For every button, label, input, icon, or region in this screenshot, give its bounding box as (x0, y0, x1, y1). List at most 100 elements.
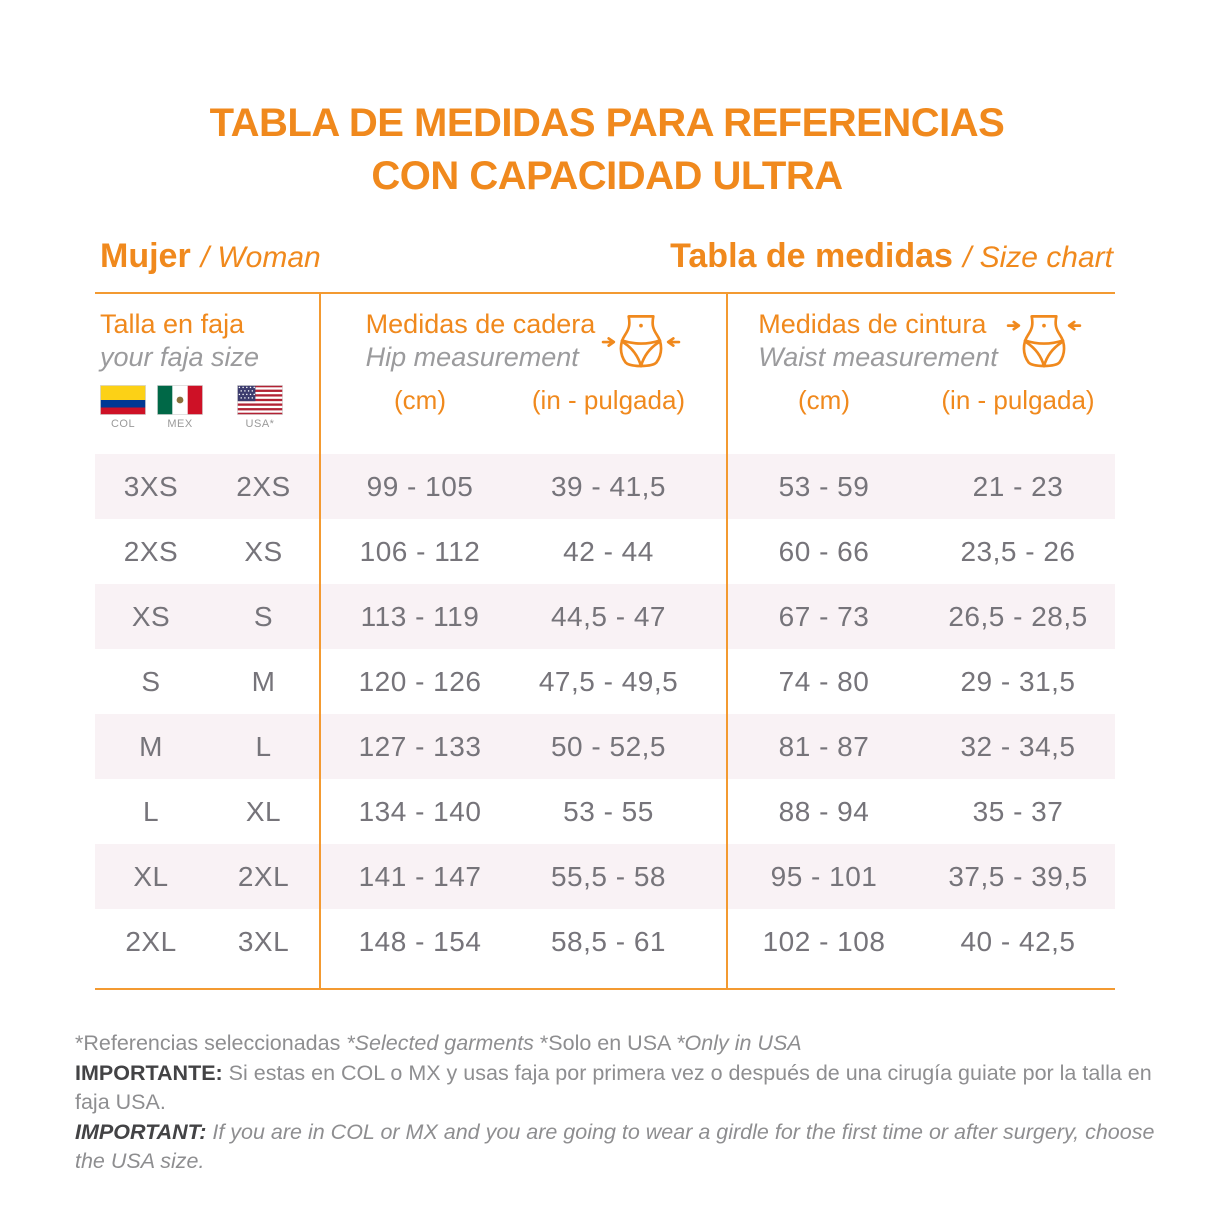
size-usa-value: 2XL (237, 860, 290, 892)
table-row: S M 120 - 126 47,5 - 49,5 74 - 80 29 - 3… (95, 649, 1115, 714)
size-colmex-value: 2XL (125, 925, 177, 957)
hip-in-value: 47,5 - 49,5 (538, 665, 679, 697)
waist-in-value: 23,5 - 26 (960, 535, 1076, 567)
chart-label-en: / Size chart (962, 241, 1113, 274)
size-usa-value: XS (244, 535, 283, 567)
waist-cm-value: 95 - 101 (770, 860, 878, 892)
hip-cm-value: 141 - 147 (358, 860, 482, 892)
chart-label-es: Tabla de medidas (670, 237, 953, 275)
hip-in-value: 42 - 44 (563, 535, 654, 567)
hip-in-value: 39 - 41,5 (550, 470, 667, 502)
hip-in-value: 50 - 52,5 (550, 730, 667, 762)
hip-column-header: Medidas de cadera Hip measurement (c (320, 294, 727, 454)
hip-in-value: 55,5 - 58 (550, 860, 667, 892)
hip-cm-value: 134 - 140 (358, 795, 482, 827)
size-column-header: Talla en faja your faja size COL (95, 294, 320, 454)
hip-cm-value: 120 - 126 (358, 665, 482, 697)
hip-in-value: 53 - 55 (563, 795, 654, 827)
size-colmex-value: 3XS (123, 470, 179, 502)
size-usa-value: XL (245, 795, 282, 827)
waist-column-header: Medidas de cintura Waist measurement (727, 294, 1115, 454)
table-row: XS S 113 - 119 44,5 - 47 67 - 73 26,5 - … (95, 584, 1115, 649)
waist-in-value: 21 - 23 (972, 470, 1064, 502)
hip-cm-header: (cm) (394, 385, 446, 415)
waist-measurement-icon (1006, 315, 1082, 368)
important-label-en: IMPORTANT: (75, 1119, 207, 1144)
colombia-flag-label: COL (110, 418, 136, 430)
size-colmex-value: XS (131, 600, 171, 632)
size-usa-value: L (255, 730, 272, 762)
waist-in-value: 35 - 37 (972, 795, 1064, 827)
column-divider (726, 294, 728, 988)
size-colmex-value: L (142, 795, 160, 827)
size-colmex-value: S (141, 665, 161, 697)
hip-cm-value: 127 - 133 (358, 730, 482, 762)
size-usa-value: 2XS (236, 470, 291, 502)
footnote-important-es: IMPORTANTE: Si estas en COL o MX y usas … (75, 1059, 1165, 1118)
hip-in-value: 58,5 - 61 (550, 925, 667, 957)
hip-cm-value: 148 - 154 (358, 925, 482, 957)
hip-cm-value: 113 - 119 (360, 600, 480, 632)
hip-cm-value: 99 - 105 (366, 470, 474, 502)
mexico-flag-label: MEX (167, 418, 193, 430)
hip-cm-value: 106 - 112 (359, 535, 481, 567)
footnote-ref-en: *Selected garments (346, 1031, 540, 1055)
waist-in-value: 32 - 34,5 (960, 730, 1076, 762)
waist-cm-value: 67 - 73 (778, 600, 870, 632)
page-title-line2: CON CAPACIDAD ULTRA (371, 154, 843, 198)
waist-cm-value: 74 - 80 (778, 665, 870, 697)
table-row: M L 127 - 133 50 - 52,5 81 - 87 32 - 34,… (95, 714, 1115, 779)
table-row: 2XS XS 106 - 112 42 - 44 60 - 66 23,5 - … (95, 519, 1115, 584)
waist-cm-value: 60 - 66 (778, 535, 870, 567)
waist-in-value: 26,5 - 28,5 (948, 600, 1088, 632)
size-table: Talla en faja your faja size COL (95, 292, 1115, 990)
hip-in-header: (in - pulgada) (531, 385, 686, 415)
hip-units-row: (cm) (in - pulgada) (320, 385, 727, 416)
table-row: XL 2XL 141 - 147 55,5 - 58 95 - 101 37,5… (95, 844, 1115, 909)
usa-flag-label: USA* (245, 418, 275, 430)
colombia-flag-icon: COL (100, 385, 146, 430)
hip-measurement-icon (602, 315, 681, 368)
hip-in-value: 44,5 - 47 (550, 600, 667, 632)
usa-flag-icon: USA* (237, 385, 283, 430)
mexico-flag-icon: MEX (157, 385, 203, 430)
table-row: 2XL 3XL 148 - 154 58,5 - 61 102 - 108 40… (95, 909, 1115, 974)
size-colmex-value: M (139, 730, 163, 762)
size-usa-value: M (251, 665, 276, 697)
footnote-references: *Referencias seleccionadas *Selected gar… (75, 1029, 1165, 1059)
waist-cm-value: 81 - 87 (778, 730, 870, 762)
footnotes: *Referencias seleccionadas *Selected gar… (75, 1029, 1165, 1177)
waist-cm-value: 53 - 59 (778, 470, 870, 502)
waist-cm-value: 102 - 108 (762, 925, 886, 957)
waist-in-value: 29 - 31,5 (960, 665, 1076, 697)
chart-label: Tabla de medidas / Size chart (670, 237, 1113, 276)
important-text-en: If you are in COL or MX and you are goin… (75, 1119, 1155, 1174)
table-header: Talla en faja your faja size COL (95, 294, 1115, 454)
important-text-es: Si estas en COL o MX y usas faja por pri… (75, 1060, 1152, 1115)
footnote-usa-es: *Solo en USA (539, 1031, 677, 1055)
size-usa-value: 3XL (237, 925, 290, 957)
size-colmex-value: 2XS (123, 535, 179, 567)
waist-column-subtitle: Waist measurement (758, 342, 998, 372)
size-column-title: Talla en faja (100, 309, 245, 339)
subheader: Mujer / Woman Tabla de medidas / Size char… (100, 237, 1113, 276)
waist-column-title: Medidas de cintura (758, 309, 987, 339)
table-row: L XL 134 - 140 53 - 55 88 - 94 35 - 37 (95, 779, 1115, 844)
waist-in-value: 37,5 - 39,5 (948, 860, 1088, 892)
gender-label-es: Mujer (100, 237, 191, 275)
hip-column-title: Medidas de cadera (365, 309, 596, 339)
waist-in-value: 40 - 42,5 (960, 925, 1076, 957)
page-title-line1: TABLA DE MEDIDAS PARA REFERENCIAS (209, 101, 1005, 145)
size-column-subtitle: your faja size (100, 342, 260, 372)
size-usa-value: S (253, 600, 274, 632)
table-row: 3XS 2XS 99 - 105 39 - 41,5 53 - 59 21 - … (95, 454, 1115, 519)
waist-cm-header: (cm) (798, 385, 850, 415)
hip-column-subtitle: Hip measurement (365, 342, 579, 372)
footnote-ref-es: *Referencias seleccionadas (75, 1031, 347, 1055)
footnote-important-en: IMPORTANT: If you are in COL or MX and y… (75, 1118, 1165, 1177)
flags-row: COL MEX (100, 385, 320, 430)
waist-in-header: (in - pulgada) (941, 385, 1095, 415)
footnote-usa-en: *Only in USA (676, 1031, 802, 1055)
waist-cm-value: 88 - 94 (778, 795, 870, 827)
